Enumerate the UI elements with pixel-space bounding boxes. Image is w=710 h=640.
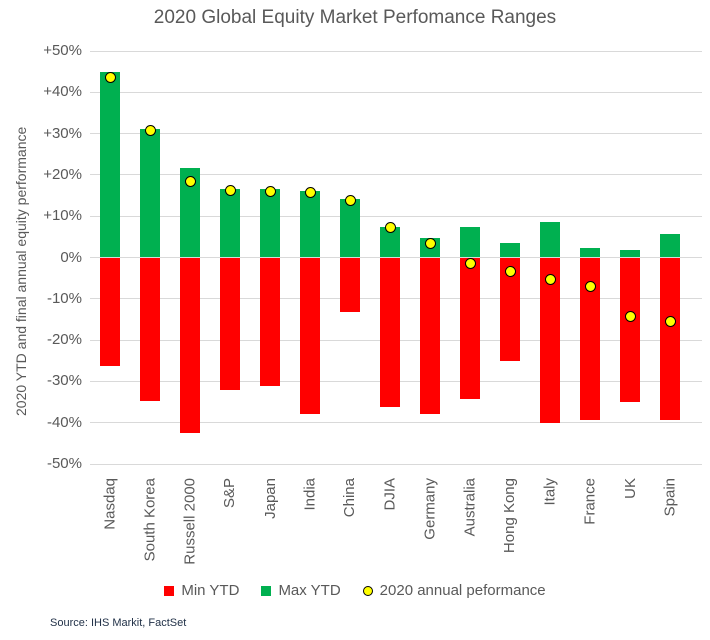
legend-item-max-ytd: Max YTD <box>261 582 341 599</box>
y-tick-label: +40% <box>43 83 82 101</box>
x-category-label: China <box>341 478 359 518</box>
annual-performance-legend-marker <box>362 585 373 596</box>
x-category-label: S&P <box>221 478 239 509</box>
y-tick-label: -10% <box>46 289 82 307</box>
min-ytd-bar <box>380 257 400 407</box>
max-ytd-bar <box>500 243 520 258</box>
min-ytd-bar <box>300 257 320 414</box>
y-tick-label: +50% <box>43 42 82 59</box>
x-category-label: UK <box>621 478 639 499</box>
min-ytd-bar <box>180 257 200 434</box>
annual-performance-dot <box>624 311 636 323</box>
x-category-label: Australia <box>461 478 479 537</box>
x-category-label: DJIA <box>381 478 399 511</box>
max-ytd-bar <box>580 248 600 258</box>
annual-performance-dot <box>584 281 596 293</box>
max-ytd-bar <box>620 250 640 258</box>
max-ytd-bar <box>260 188 280 258</box>
max-ytd-bar <box>380 226 400 258</box>
legend-label-annual-performance: 2020 annual peformance <box>379 582 546 599</box>
max-ytd-bar <box>300 190 320 258</box>
x-category-label: Spain <box>661 478 679 517</box>
max-ytd-bar <box>540 222 560 258</box>
min-ytd-bar <box>540 257 560 423</box>
legend-item-annual-performance: 2020 annual peformance <box>362 582 546 599</box>
annual-performance-dot <box>184 176 196 187</box>
legend-label-max-ytd: Max YTD <box>278 582 341 599</box>
annual-performance-dot <box>104 71 116 83</box>
min-ytd-bar <box>660 257 680 421</box>
source-note: Source: IHS Markit, FactSet <box>50 617 187 629</box>
max-ytd-bar <box>340 198 360 258</box>
min-ytd-bar <box>500 257 520 361</box>
annual-performance-dot <box>304 186 316 198</box>
annual-performance-dot <box>544 274 556 286</box>
x-category-label: Italy <box>541 478 559 506</box>
annual-performance-dot <box>344 194 356 206</box>
y-tick-label: +10% <box>43 207 82 225</box>
max-ytd-bar <box>660 234 680 258</box>
x-category-label: Germany <box>421 478 439 540</box>
gridline <box>90 463 702 465</box>
annual-performance-dot <box>144 124 156 136</box>
x-category-label: Russell 2000 <box>181 478 199 565</box>
y-tick-label: -20% <box>46 331 82 349</box>
x-category-label: France <box>581 478 599 525</box>
gridline <box>90 422 702 424</box>
min-ytd-bar <box>340 257 360 313</box>
annual-performance-dot <box>264 185 276 197</box>
gridline <box>90 215 702 217</box>
max-ytd-bar <box>220 189 240 258</box>
min-ytd-bar <box>100 257 120 367</box>
gridline <box>90 174 702 176</box>
annual-performance-dot <box>664 316 676 327</box>
annual-performance-dot <box>464 258 476 270</box>
annual-performance-dot <box>224 184 236 196</box>
x-category-label: India <box>301 478 319 511</box>
max-ytd-bar <box>140 128 160 258</box>
y-tick-label: +30% <box>43 124 82 142</box>
legend: Min YTD Max YTD 2020 annual peformance <box>0 582 710 599</box>
min-ytd-bar <box>220 257 240 391</box>
legend-label-min-ytd: Min YTD <box>181 582 240 599</box>
y-tick-label: -40% <box>46 413 82 431</box>
min-ytd-bar <box>140 257 160 402</box>
gridline <box>90 91 702 93</box>
gridline <box>90 50 702 52</box>
max-ytd-bar <box>100 72 120 258</box>
min-ytd-bar <box>420 257 440 414</box>
y-tick-label: -30% <box>46 372 82 390</box>
max-ytd-bar <box>460 226 480 258</box>
legend-item-min-ytd: Min YTD <box>164 582 239 599</box>
y-axis-title: 2020 YTD and final annual equity perform… <box>13 126 29 416</box>
chart-title: 2020 Global Equity Market Perfomance Ran… <box>153 7 557 28</box>
annual-performance-dot <box>504 266 516 278</box>
y-tick-label: 0% <box>60 248 82 266</box>
min-ytd-bar <box>580 257 600 421</box>
annual-performance-dot <box>424 237 436 249</box>
gridline <box>90 133 702 135</box>
x-category-label: Japan <box>261 478 279 519</box>
max-ytd-bar <box>180 167 200 258</box>
min-ytd-legend-marker <box>164 585 175 596</box>
max-ytd-legend-marker <box>261 585 272 596</box>
x-category-label: Nasdaq <box>101 478 119 530</box>
min-ytd-bar <box>460 257 480 399</box>
annual-performance-dot <box>384 222 396 234</box>
x-category-label: Hong Kong <box>501 478 519 554</box>
y-tick-label: +20% <box>43 165 82 183</box>
x-category-label: South Korea <box>141 478 159 562</box>
min-ytd-bar <box>260 257 280 386</box>
min-ytd-bar <box>620 257 640 403</box>
y-tick-label: -50% <box>46 455 82 472</box>
